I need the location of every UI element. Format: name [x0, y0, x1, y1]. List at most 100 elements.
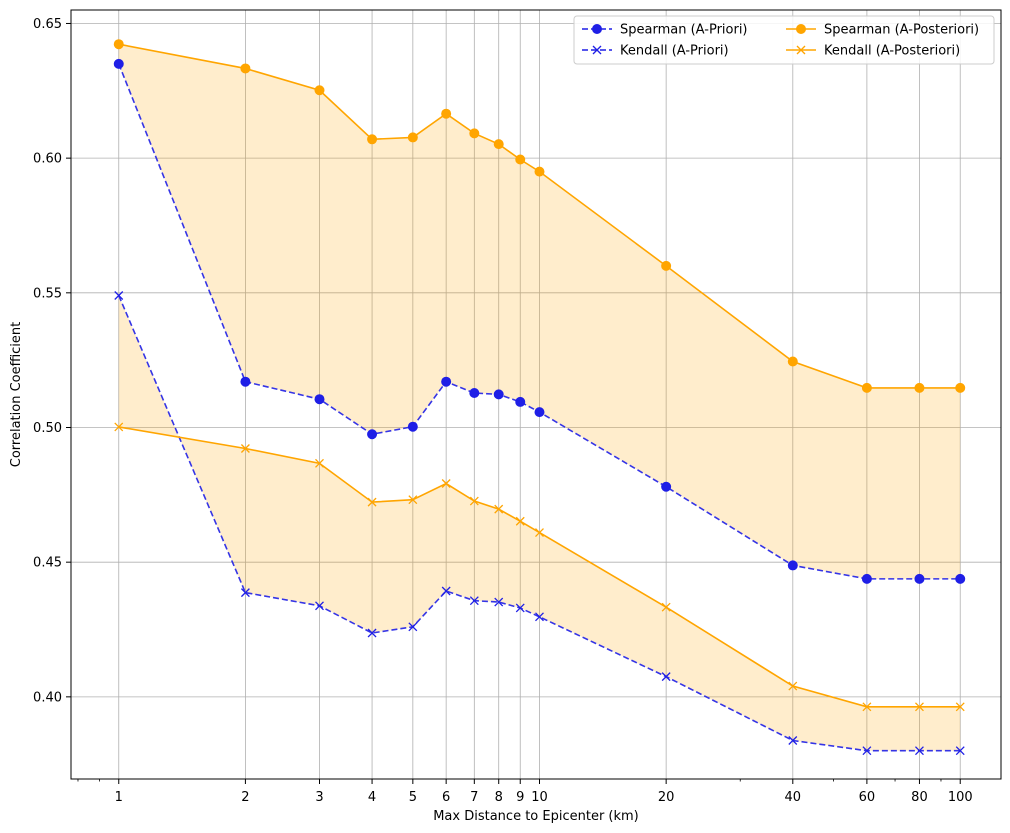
legend-entry: Spearman (A-Posteriori) [786, 23, 979, 38]
data-point [661, 602, 671, 612]
data-point [535, 528, 544, 538]
data-point [469, 388, 480, 399]
data-point [315, 458, 324, 468]
x-tick-label: 4 [368, 790, 376, 805]
data-point [240, 376, 251, 387]
y-tick-label: 0.55 [33, 286, 62, 301]
y-axis-label: Correlation Coefficient [9, 322, 24, 468]
data-point [955, 746, 965, 756]
data-point [661, 672, 671, 682]
data-point [493, 139, 504, 150]
data-point [315, 601, 324, 611]
fill-area-0 [118, 44, 961, 579]
data-point [914, 573, 925, 584]
data-point [494, 597, 504, 607]
legend-marker [592, 24, 602, 34]
data-point [441, 586, 451, 596]
data-point [862, 702, 872, 712]
data-point [862, 746, 872, 756]
legend-marker [796, 24, 806, 34]
data-point [314, 85, 325, 96]
legend-marker [796, 45, 806, 55]
plot-frame [70, 9, 1002, 780]
data-point [661, 260, 672, 271]
x-tick-label: 100 [948, 790, 973, 805]
legend-entry: Spearman (A-Priori) [582, 23, 748, 38]
x-tick-label: 10 [531, 790, 548, 805]
x-tick-label: 3 [315, 790, 323, 805]
data-point [515, 603, 525, 613]
x-tick-label: 2 [241, 790, 249, 805]
data-point [441, 108, 452, 119]
legend-entry: Kendall (A-Posteriori) [786, 44, 960, 59]
fill-areas [118, 44, 961, 751]
data-point [113, 39, 124, 50]
data-point [367, 429, 378, 440]
data-point [469, 496, 479, 506]
data-point [240, 444, 250, 453]
data-point [240, 588, 250, 598]
y-tick-label: 0.45 [33, 556, 62, 571]
data-point [114, 422, 124, 432]
series-lines [113, 39, 966, 756]
y-tick-label: 0.65 [33, 17, 62, 32]
series-0 [113, 58, 966, 584]
x-axis: 1 2 3 4 5 6 7 8 9 10 20 40 60 80 100 [77, 779, 973, 805]
data-point [787, 560, 798, 571]
data-point [787, 356, 798, 367]
x-tick-label: 40 [785, 790, 802, 805]
legend-marker [592, 45, 602, 55]
data-point [914, 746, 924, 756]
data-point [441, 479, 451, 488]
data-point [661, 481, 672, 492]
data-point [469, 596, 479, 606]
data-point [861, 382, 872, 393]
x-tick-label: 20 [658, 790, 675, 805]
data-point [367, 497, 377, 507]
legend-box [573, 15, 995, 65]
data-point [955, 382, 966, 393]
y-tick-label: 0.50 [33, 421, 62, 436]
x-tick-label: 5 [409, 790, 417, 805]
data-point [788, 681, 798, 691]
data-point [861, 573, 872, 584]
data-point [955, 702, 965, 712]
series-3 [114, 422, 965, 712]
legend-label: Kendall (A-Posteriori) [824, 44, 960, 59]
data-point [955, 573, 966, 584]
series-2 [113, 39, 966, 393]
legend: Spearman (A-Priori) Kendall (A-Priori) Spe… [573, 15, 995, 65]
data-point [469, 128, 480, 139]
grid-lines [71, 10, 1001, 779]
data-point [534, 407, 545, 418]
data-point [240, 63, 251, 74]
data-point [535, 612, 544, 622]
data-point [494, 504, 504, 514]
y-tick-label: 0.40 [33, 690, 62, 705]
data-point [515, 516, 525, 526]
x-tick-label: 9 [516, 790, 524, 805]
data-point [407, 132, 418, 143]
data-point [367, 134, 378, 145]
legend-label: Kendall (A-Priori) [620, 44, 729, 59]
data-point [408, 622, 418, 632]
data-point [408, 495, 418, 505]
data-point [493, 389, 504, 400]
x-tick-label: 60 [859, 790, 876, 805]
data-point [515, 154, 526, 165]
x-axis-label: Max Distance to Epicenter (km) [433, 809, 639, 824]
data-point [515, 396, 526, 407]
y-axis: 0.40 0.45 0.50 0.55 0.60 0.65 [33, 17, 71, 705]
data-point [441, 376, 452, 387]
legend-entry: Kendall (A-Priori) [582, 44, 729, 59]
fill-area-1 [118, 295, 961, 751]
x-tick-label: 1 [115, 790, 123, 805]
data-point [914, 702, 924, 712]
x-tick-label: 6 [442, 790, 450, 805]
data-point [788, 736, 798, 745]
data-point [914, 382, 925, 393]
data-point [367, 628, 377, 638]
x-tick-label: 80 [911, 790, 928, 805]
series-1 [114, 291, 965, 756]
